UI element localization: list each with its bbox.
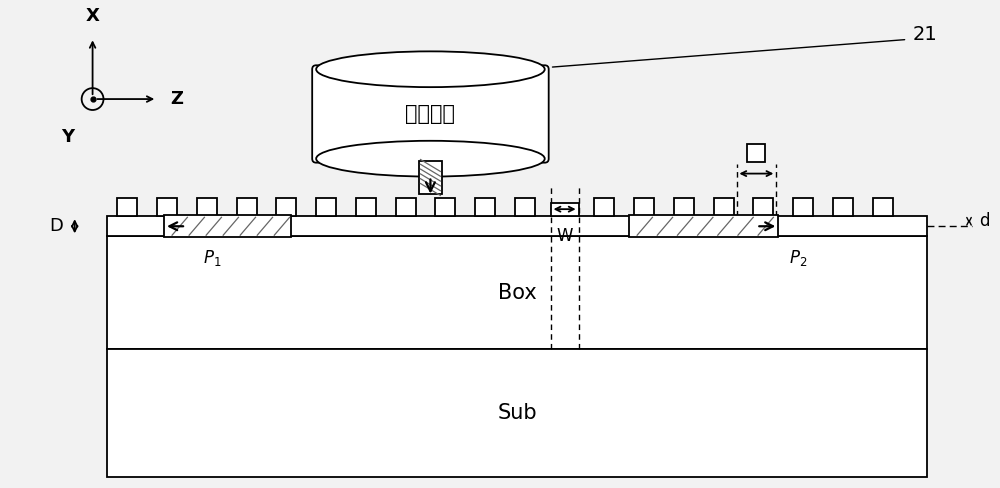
Text: d: d: [979, 212, 989, 230]
Text: D: D: [49, 217, 63, 235]
Text: 21: 21: [912, 25, 937, 44]
Bar: [356, 199, 376, 216]
Text: W: W: [556, 227, 573, 245]
Text: Z: Z: [170, 90, 183, 108]
Bar: [551, 203, 579, 216]
Bar: [107, 236, 927, 349]
Bar: [276, 199, 296, 216]
FancyBboxPatch shape: [312, 65, 549, 163]
Text: Sub: Sub: [498, 403, 537, 423]
Text: $P_{in}$: $P_{in}$: [448, 156, 470, 176]
Bar: [157, 199, 177, 216]
Bar: [629, 215, 778, 237]
Text: X: X: [86, 6, 100, 24]
Bar: [197, 199, 217, 216]
Bar: [674, 199, 694, 216]
Bar: [793, 199, 813, 216]
Bar: [164, 215, 291, 237]
Bar: [117, 199, 137, 216]
Text: $P_2$: $P_2$: [789, 248, 807, 268]
Ellipse shape: [316, 141, 545, 177]
Bar: [833, 199, 853, 216]
Text: $P_1$: $P_1$: [203, 248, 221, 268]
Bar: [107, 349, 927, 477]
Bar: [475, 199, 495, 216]
Text: Box: Box: [498, 283, 537, 303]
Bar: [316, 199, 336, 216]
Bar: [107, 216, 927, 236]
Bar: [515, 199, 535, 216]
Bar: [419, 161, 442, 194]
Bar: [594, 199, 614, 216]
Bar: [435, 199, 455, 216]
Bar: [747, 144, 765, 162]
Text: Y: Y: [61, 128, 74, 146]
Ellipse shape: [316, 51, 545, 87]
Bar: [634, 199, 654, 216]
Bar: [396, 199, 416, 216]
Bar: [237, 199, 257, 216]
Bar: [714, 199, 734, 216]
Bar: [873, 199, 893, 216]
Bar: [753, 199, 773, 216]
Text: 单模光纤: 单模光纤: [405, 104, 455, 124]
